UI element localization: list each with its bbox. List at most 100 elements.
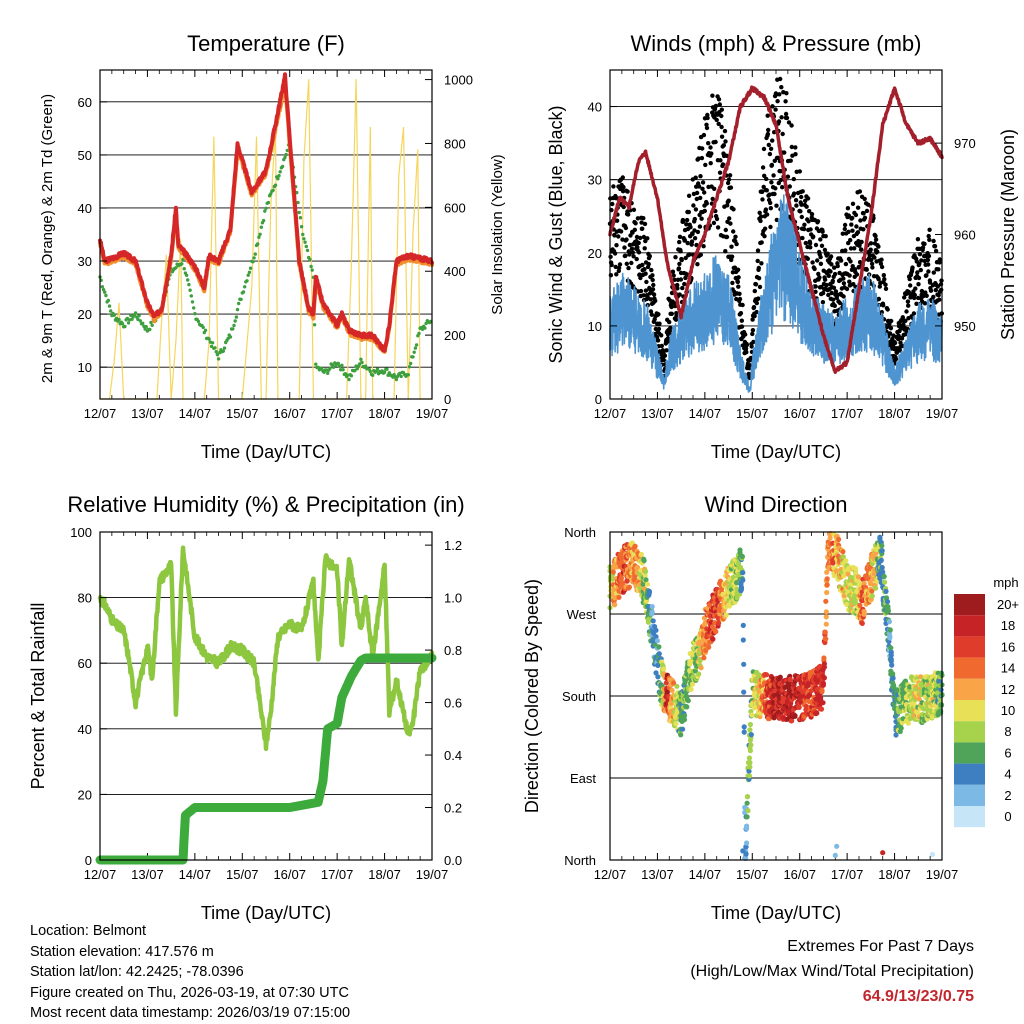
- dewpoint-point: [187, 282, 191, 287]
- gust-point: [736, 275, 741, 280]
- wind-direction-point: [823, 614, 829, 620]
- gust-point: [719, 107, 724, 112]
- x-tick-label-0-6: 18/07: [368, 406, 401, 421]
- dewpoint-point: [246, 273, 250, 277]
- y-tick-label-1-4: 40: [588, 100, 602, 115]
- gust-point: [869, 257, 874, 263]
- gust-point: [812, 266, 817, 272]
- wind-direction-point: [873, 550, 879, 556]
- wind-direction-point: [888, 649, 894, 655]
- wind-direction-point: [689, 681, 696, 687]
- wind-direction-point: [618, 575, 625, 581]
- gust-point: [753, 282, 759, 287]
- gust-point: [931, 294, 936, 300]
- dewpoint-point: [412, 350, 416, 354]
- gust-point: [614, 218, 620, 223]
- dewpoint-point: [299, 225, 304, 229]
- gust-point: [926, 233, 931, 239]
- wind-direction-point: [723, 612, 729, 618]
- gust-point: [818, 261, 824, 266]
- gust-point: [758, 214, 764, 219]
- gust-point: [924, 273, 929, 278]
- colorbar-swatch-3: [954, 657, 985, 679]
- wind-direction-point: [688, 686, 694, 692]
- gust-point: [937, 297, 942, 302]
- wind-direction-point: [744, 800, 750, 806]
- gust-point: [664, 348, 669, 353]
- gust-point: [807, 241, 813, 246]
- y-tick-label-1-3: 30: [588, 173, 602, 188]
- gust-point: [919, 258, 924, 263]
- y-axis-label-2: Percent & Total Rainfall: [28, 603, 48, 790]
- dewpoint-point: [353, 368, 357, 373]
- gust-point: [893, 356, 899, 362]
- dewpoint-point: [394, 377, 399, 382]
- wind-direction-point: [855, 574, 862, 580]
- gust-point: [817, 275, 822, 280]
- gust-point: [636, 250, 642, 255]
- gust-point: [852, 246, 857, 251]
- dewpoint-point: [215, 352, 220, 357]
- dewpoint-point: [414, 343, 419, 347]
- gust-point: [850, 228, 855, 233]
- wind-direction-point: [824, 582, 830, 588]
- gust-point: [687, 252, 692, 257]
- wind-direction-point: [921, 706, 927, 712]
- gust-point: [716, 121, 721, 127]
- wind-direction-point: [616, 594, 622, 600]
- dewpoint-point: [243, 285, 247, 289]
- wind-direction-point: [745, 808, 751, 814]
- gust-point: [786, 120, 792, 125]
- gust-point: [787, 184, 792, 189]
- gust-point: [793, 152, 798, 157]
- wind-direction-point: [655, 674, 661, 680]
- dewpoint-point: [340, 363, 344, 367]
- wind-direction-point: [821, 675, 828, 681]
- gust-point: [768, 200, 773, 206]
- extremes-box: Extremes For Past 7 Days (High/Low/Max W…: [690, 934, 974, 1009]
- gust-point: [859, 247, 864, 252]
- gust-point: [915, 237, 921, 242]
- gust-point: [728, 221, 733, 226]
- wind-direction-point: [807, 692, 813, 698]
- gust-point: [868, 247, 873, 252]
- gust-point: [682, 281, 687, 287]
- wind-direction-point: [893, 732, 899, 738]
- gust-point: [699, 155, 705, 161]
- x-axis-label-2: Time (Day/UTC): [201, 903, 331, 923]
- gust-point: [894, 350, 899, 355]
- gust-point: [650, 287, 656, 292]
- gust-point: [799, 202, 804, 207]
- wind-direction-point: [744, 840, 750, 846]
- gust-point: [739, 318, 744, 323]
- x-tick-label-0-3: 15/07: [226, 406, 259, 421]
- gust-point: [785, 174, 791, 179]
- gust-point: [876, 277, 881, 282]
- dewpoint-point: [257, 235, 261, 239]
- dewpoint-point: [308, 257, 312, 262]
- gust-point: [726, 177, 732, 182]
- wind-direction-point: [661, 666, 667, 672]
- wind-direction-point: [740, 622, 746, 629]
- gust-point: [731, 207, 736, 212]
- gust-point: [770, 104, 775, 109]
- y2-tick-label-0-5: 1000: [444, 73, 473, 88]
- gust-point: [717, 102, 722, 107]
- colorbar-label-4: 12: [1001, 682, 1015, 697]
- gust-point: [645, 236, 650, 241]
- gust-point: [688, 225, 693, 230]
- y-tick-label-1-2: 20: [588, 246, 602, 261]
- gust-point: [774, 203, 779, 208]
- x-tick-label-2-0: 12/07: [84, 867, 117, 882]
- gust-point: [778, 177, 783, 183]
- dewpoint-point: [328, 366, 332, 371]
- wind-direction-point: [749, 712, 755, 718]
- gust-point: [813, 284, 818, 289]
- wind-direction-point: [643, 577, 649, 583]
- gust-point: [869, 261, 875, 266]
- x-tick-label-2-4: 16/07: [273, 867, 306, 882]
- gust-point: [667, 319, 672, 325]
- dewpoint-point: [278, 170, 282, 174]
- gust-point: [913, 286, 918, 291]
- gust-point: [692, 228, 697, 233]
